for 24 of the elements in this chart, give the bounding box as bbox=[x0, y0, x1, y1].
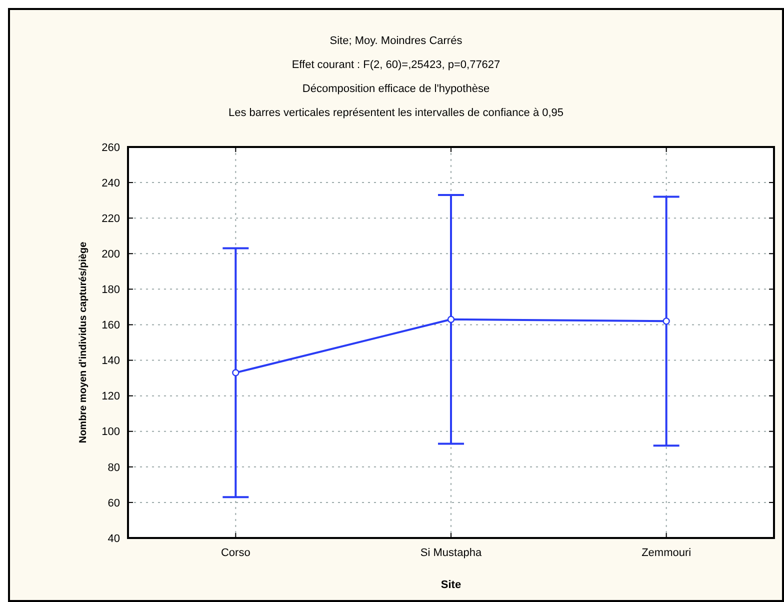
y-tick-label: 140 bbox=[102, 355, 120, 368]
y-tick-label: 100 bbox=[102, 426, 120, 438]
y-tick-label: 180 bbox=[102, 284, 120, 296]
x-tick-label: Zemmouri bbox=[642, 547, 692, 559]
y-tick-label: 80 bbox=[108, 462, 120, 474]
y-tick-label: 160 bbox=[102, 320, 120, 332]
y-tick-label: 200 bbox=[102, 248, 120, 260]
y-tick-label: 60 bbox=[108, 497, 120, 510]
y-tick-label: 40 bbox=[108, 532, 120, 545]
text: Décomposition efficace de l'hypothèse bbox=[302, 83, 490, 95]
y-tick-label: 120 bbox=[102, 390, 120, 403]
chart-title: Site; Moy. Moindres Carrés bbox=[330, 35, 463, 47]
text: Les barres verticales représentent les intervalles de confiance à 0,95 bbox=[228, 107, 564, 119]
chart-subtitle: Effet courant : F(2, 60)=,25423, p=0,77627 bbox=[292, 59, 500, 71]
y-tick-label: 260 bbox=[102, 142, 120, 154]
point bbox=[447, 316, 455, 323]
point bbox=[662, 318, 670, 325]
x-tick-label: Corso bbox=[220, 547, 250, 559]
point bbox=[232, 369, 240, 376]
y-tick-label: 240 bbox=[102, 177, 120, 190]
x-tick-label: Si Mustapha bbox=[420, 547, 482, 559]
y-axis-title: Nombre moyen d'individus capturés/piège bbox=[78, 241, 89, 444]
y-tick-label: 220 bbox=[102, 212, 120, 225]
x-axis-title: Site bbox=[440, 579, 462, 591]
